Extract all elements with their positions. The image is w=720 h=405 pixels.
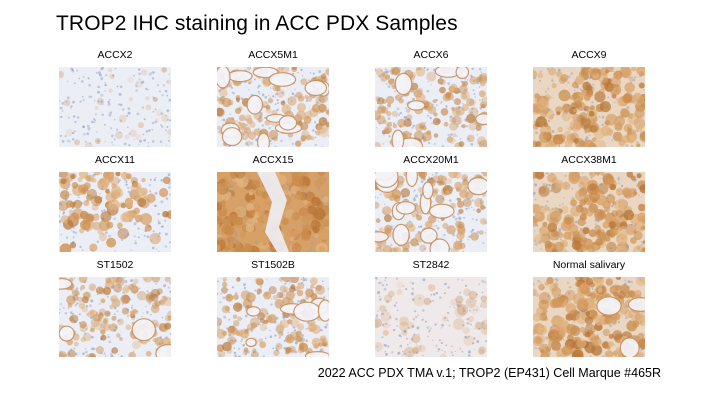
ihc-image: [59, 277, 171, 357]
sample-label: ACCX11: [94, 154, 136, 166]
sample-label: ACCX15: [252, 154, 294, 166]
sample-label: ACCX38M1: [561, 154, 617, 166]
ihc-texture: [59, 172, 171, 252]
sample-label: ST2842: [412, 259, 450, 271]
ihc-texture: [217, 172, 329, 252]
ihc-texture: [217, 277, 329, 357]
ihc-image: [217, 67, 329, 147]
sample-label: ST1502: [96, 259, 134, 271]
sample-label: ACCX9: [571, 49, 607, 61]
ihc-image: [217, 172, 329, 252]
ihc-texture: [217, 67, 329, 147]
ihc-image: [217, 277, 329, 357]
ihc-texture: [533, 277, 645, 357]
sample-label: ACCX6: [413, 49, 449, 61]
ihc-image: [533, 67, 645, 147]
slide-title: TROP2 IHC staining in ACC PDX Samples: [56, 12, 458, 35]
sample-label: Normal salivary: [552, 259, 626, 271]
sample-label: ACCX5M1: [248, 49, 298, 61]
ihc-image: [375, 172, 487, 252]
ihc-image: [59, 67, 171, 147]
ihc-image: [533, 277, 645, 357]
ihc-texture: [59, 67, 171, 147]
sample-label: ST1502B: [251, 259, 295, 271]
ihc-image: [375, 277, 487, 357]
ihc-texture: [533, 172, 645, 252]
ihc-texture: [375, 67, 487, 147]
ihc-image: [59, 172, 171, 252]
sample-label: ACCX2: [97, 49, 133, 61]
ihc-image: [533, 172, 645, 252]
ihc-texture: [375, 277, 487, 357]
ihc-texture: [375, 172, 487, 252]
figure-caption: 2022 ACC PDX TMA v.1; TROP2 (EP431) Cell…: [317, 366, 661, 380]
sample-label: ACCX20M1: [403, 154, 459, 166]
ihc-texture: [59, 277, 171, 357]
ihc-texture: [533, 67, 645, 147]
ihc-image: [375, 67, 487, 147]
